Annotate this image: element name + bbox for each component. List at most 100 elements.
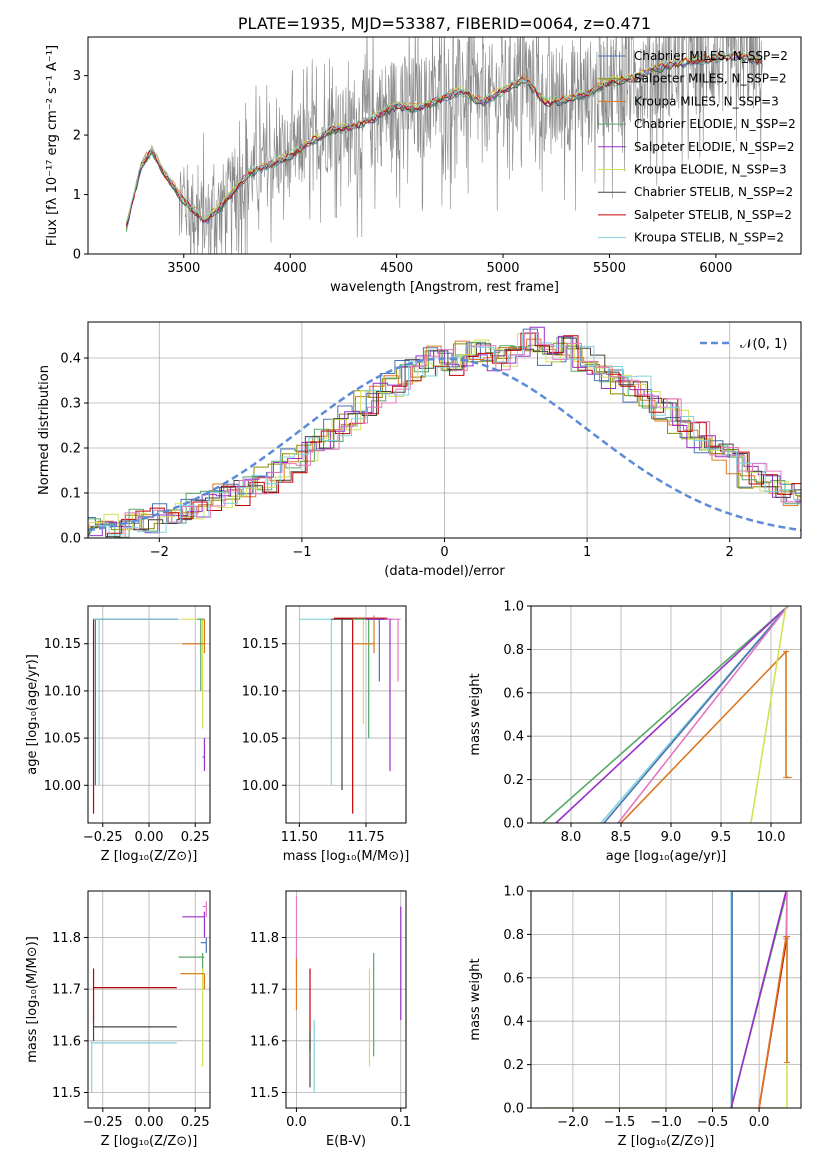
y-tick-label: 11.5 (250, 1086, 279, 1101)
x-axis-label: Z [log₁₀(Z/Z⊙)] (101, 1134, 198, 1149)
cumulative-mass-line (731, 891, 787, 1108)
cumulative-mass-line (620, 649, 789, 823)
y-tick-label: 0.2 (60, 442, 81, 457)
panel-mass-weight-vs-Z: −2.0 −1.5 −1.0 −0.5 0.0 0.0 0.2 0.4 0.6 0.8 1.0 Z [… (468, 885, 802, 1149)
y-tick-label: 0 (73, 248, 81, 263)
legend-label: Chabrier STELIB, N_SSP=2 (634, 185, 793, 199)
y-tick-label: 11.8 (52, 931, 81, 946)
normal-curve (88, 357, 801, 532)
panel-mass-weight-vs-age: 8.0 8.5 9.0 9.5 10.0 0.0 0.2 0.4 0.6 0.8 1.0 age [l… (468, 600, 802, 864)
y-tick-label: 0.4 (503, 1015, 524, 1030)
cumulative-mass-line (603, 606, 789, 823)
legend-label: Salpeter ELODIE, N_SSP=2 (634, 140, 795, 154)
x-tick-label: −1.5 (604, 1115, 636, 1130)
y-tick-label: 10.10 (44, 684, 81, 699)
model-line (125, 50, 763, 223)
x-axis-label: mass [log₁₀(M/M⊙)] (283, 849, 410, 864)
y-axis-label: Flux [fλ 10⁻¹⁷ erg cm⁻² s⁻¹ A⁻¹] (45, 45, 60, 246)
cumulative-mass-line (750, 606, 787, 823)
y-tick-label: 0.0 (503, 817, 524, 832)
x-tick-label: 0.0 (749, 1115, 770, 1130)
y-tick-label: 10.05 (242, 732, 279, 747)
x-tick-label: −2 (150, 545, 169, 560)
x-tick-label: 1 (583, 545, 591, 560)
y-tick-label: 0.0 (60, 532, 81, 547)
x-tick-label: 6000 (699, 261, 732, 276)
cumulative-mass-line (555, 606, 789, 823)
y-tick-label: 10.15 (242, 637, 279, 652)
y-tick-label: 11.6 (52, 1034, 81, 1049)
y-tick-label: 10.15 (44, 637, 81, 652)
y-axis-label: mass weight (468, 673, 483, 755)
x-tick-label: 11.50 (281, 830, 318, 845)
y-tick-label: 11.5 (52, 1086, 81, 1101)
y-tick-label: 0.3 (60, 397, 81, 412)
histogram-step (88, 336, 801, 538)
cumulative-mass-line (758, 891, 788, 1108)
histogram-step (88, 337, 801, 538)
y-tick-label: 1 (73, 188, 81, 203)
legend-label: 𝒩(0, 1) (740, 337, 787, 352)
y-tick-label: 11.7 (52, 983, 81, 998)
x-tick-label: 5000 (486, 261, 519, 276)
x-tick-label: 11.75 (347, 830, 384, 845)
panel-mass-vs-EBV: 0.0 0.1 11.5 11.6 11.7 11.8 E(B-V) (250, 890, 411, 1149)
axes-frame (285, 890, 407, 1109)
x-tick-label: 8.5 (611, 830, 632, 845)
y-tick-label: 0.2 (503, 773, 524, 788)
legend-label: Chabrier ELODIE, N_SSP=2 (634, 117, 796, 131)
y-tick-label: 10.10 (242, 684, 279, 699)
y-axis-label: age [log₁₀(age/yr)] (25, 654, 40, 775)
x-tick-label: 3500 (167, 261, 200, 276)
x-tick-label: 4500 (380, 261, 413, 276)
y-tick-label: 11.6 (250, 1034, 279, 1049)
x-tick-label: −0.25 (83, 1115, 123, 1130)
y-axis-label: Normed distribution (37, 365, 52, 495)
x-axis-label: E(B-V) (326, 1134, 366, 1149)
y-tick-label: 11.7 (250, 983, 279, 998)
y-tick-label: 0.8 (503, 928, 524, 943)
cumulative-mass-line (730, 891, 787, 1108)
x-tick-label: 0.00 (135, 830, 164, 845)
x-tick-label: 9.5 (711, 830, 732, 845)
y-axis-label: mass [log₁₀(M/M⊙)] (25, 936, 40, 1063)
y-tick-label: 0.4 (503, 730, 524, 745)
legend-label: Kroupa MILES, N_SSP=3 (634, 94, 779, 108)
x-axis-label: Z [log₁₀(Z/Z⊙)] (101, 849, 198, 864)
panel-age-vs-Z: −0.25 0.00 0.25 10.00 10.05 10.10 10.15 Z [log₁… (25, 605, 211, 864)
axes-frame (530, 605, 802, 824)
y-tick-label: 2 (73, 129, 81, 144)
x-axis-label: wavelength [Angstrom, rest frame] (330, 280, 559, 295)
cumulative-mass-line (730, 891, 787, 1108)
x-tick-label: 0.00 (135, 1115, 164, 1130)
y-tick-label: 10.05 (44, 732, 81, 747)
y-tick-label: 3 (73, 69, 81, 84)
x-tick-label: 0.25 (181, 1115, 210, 1130)
y-axis-label: mass weight (468, 958, 483, 1040)
y-tick-label: 0.6 (503, 686, 524, 701)
panel-spectrum: 3500 4000 4500 5000 5500 6000 0 1 2 3 wavelength [… (45, 14, 802, 295)
cumulative-mass-line (758, 935, 788, 1108)
y-tick-label: 0.8 (503, 643, 524, 658)
x-tick-label: 4000 (274, 261, 307, 276)
histogram-step (88, 332, 801, 538)
y-tick-label: 10.00 (242, 779, 279, 794)
y-tick-label: 0.1 (60, 487, 81, 502)
y-tick-label: 1.0 (503, 600, 524, 615)
x-axis-label: Z [log₁₀(Z/Z⊙)] (618, 1134, 715, 1149)
observed-spectrum-line (126, 37, 763, 254)
cumulative-mass-line (617, 606, 789, 823)
histogram-step (88, 333, 801, 538)
x-tick-label: 10.0 (757, 830, 786, 845)
x-tick-label: 8.0 (561, 830, 582, 845)
chart-title: PLATE=1935, MJD=53387, FIBERID=0064, z=0… (238, 14, 651, 33)
y-tick-label: 0.4 (60, 352, 81, 367)
y-tick-label: 0.0 (503, 1102, 524, 1117)
y-tick-label: 10.00 (44, 779, 81, 794)
x-tick-label: 5500 (593, 261, 626, 276)
axes-frame (285, 605, 407, 824)
x-tick-label: −0.5 (697, 1115, 729, 1130)
y-tick-label: 1.0 (503, 885, 524, 900)
x-tick-label: 2 (726, 545, 734, 560)
